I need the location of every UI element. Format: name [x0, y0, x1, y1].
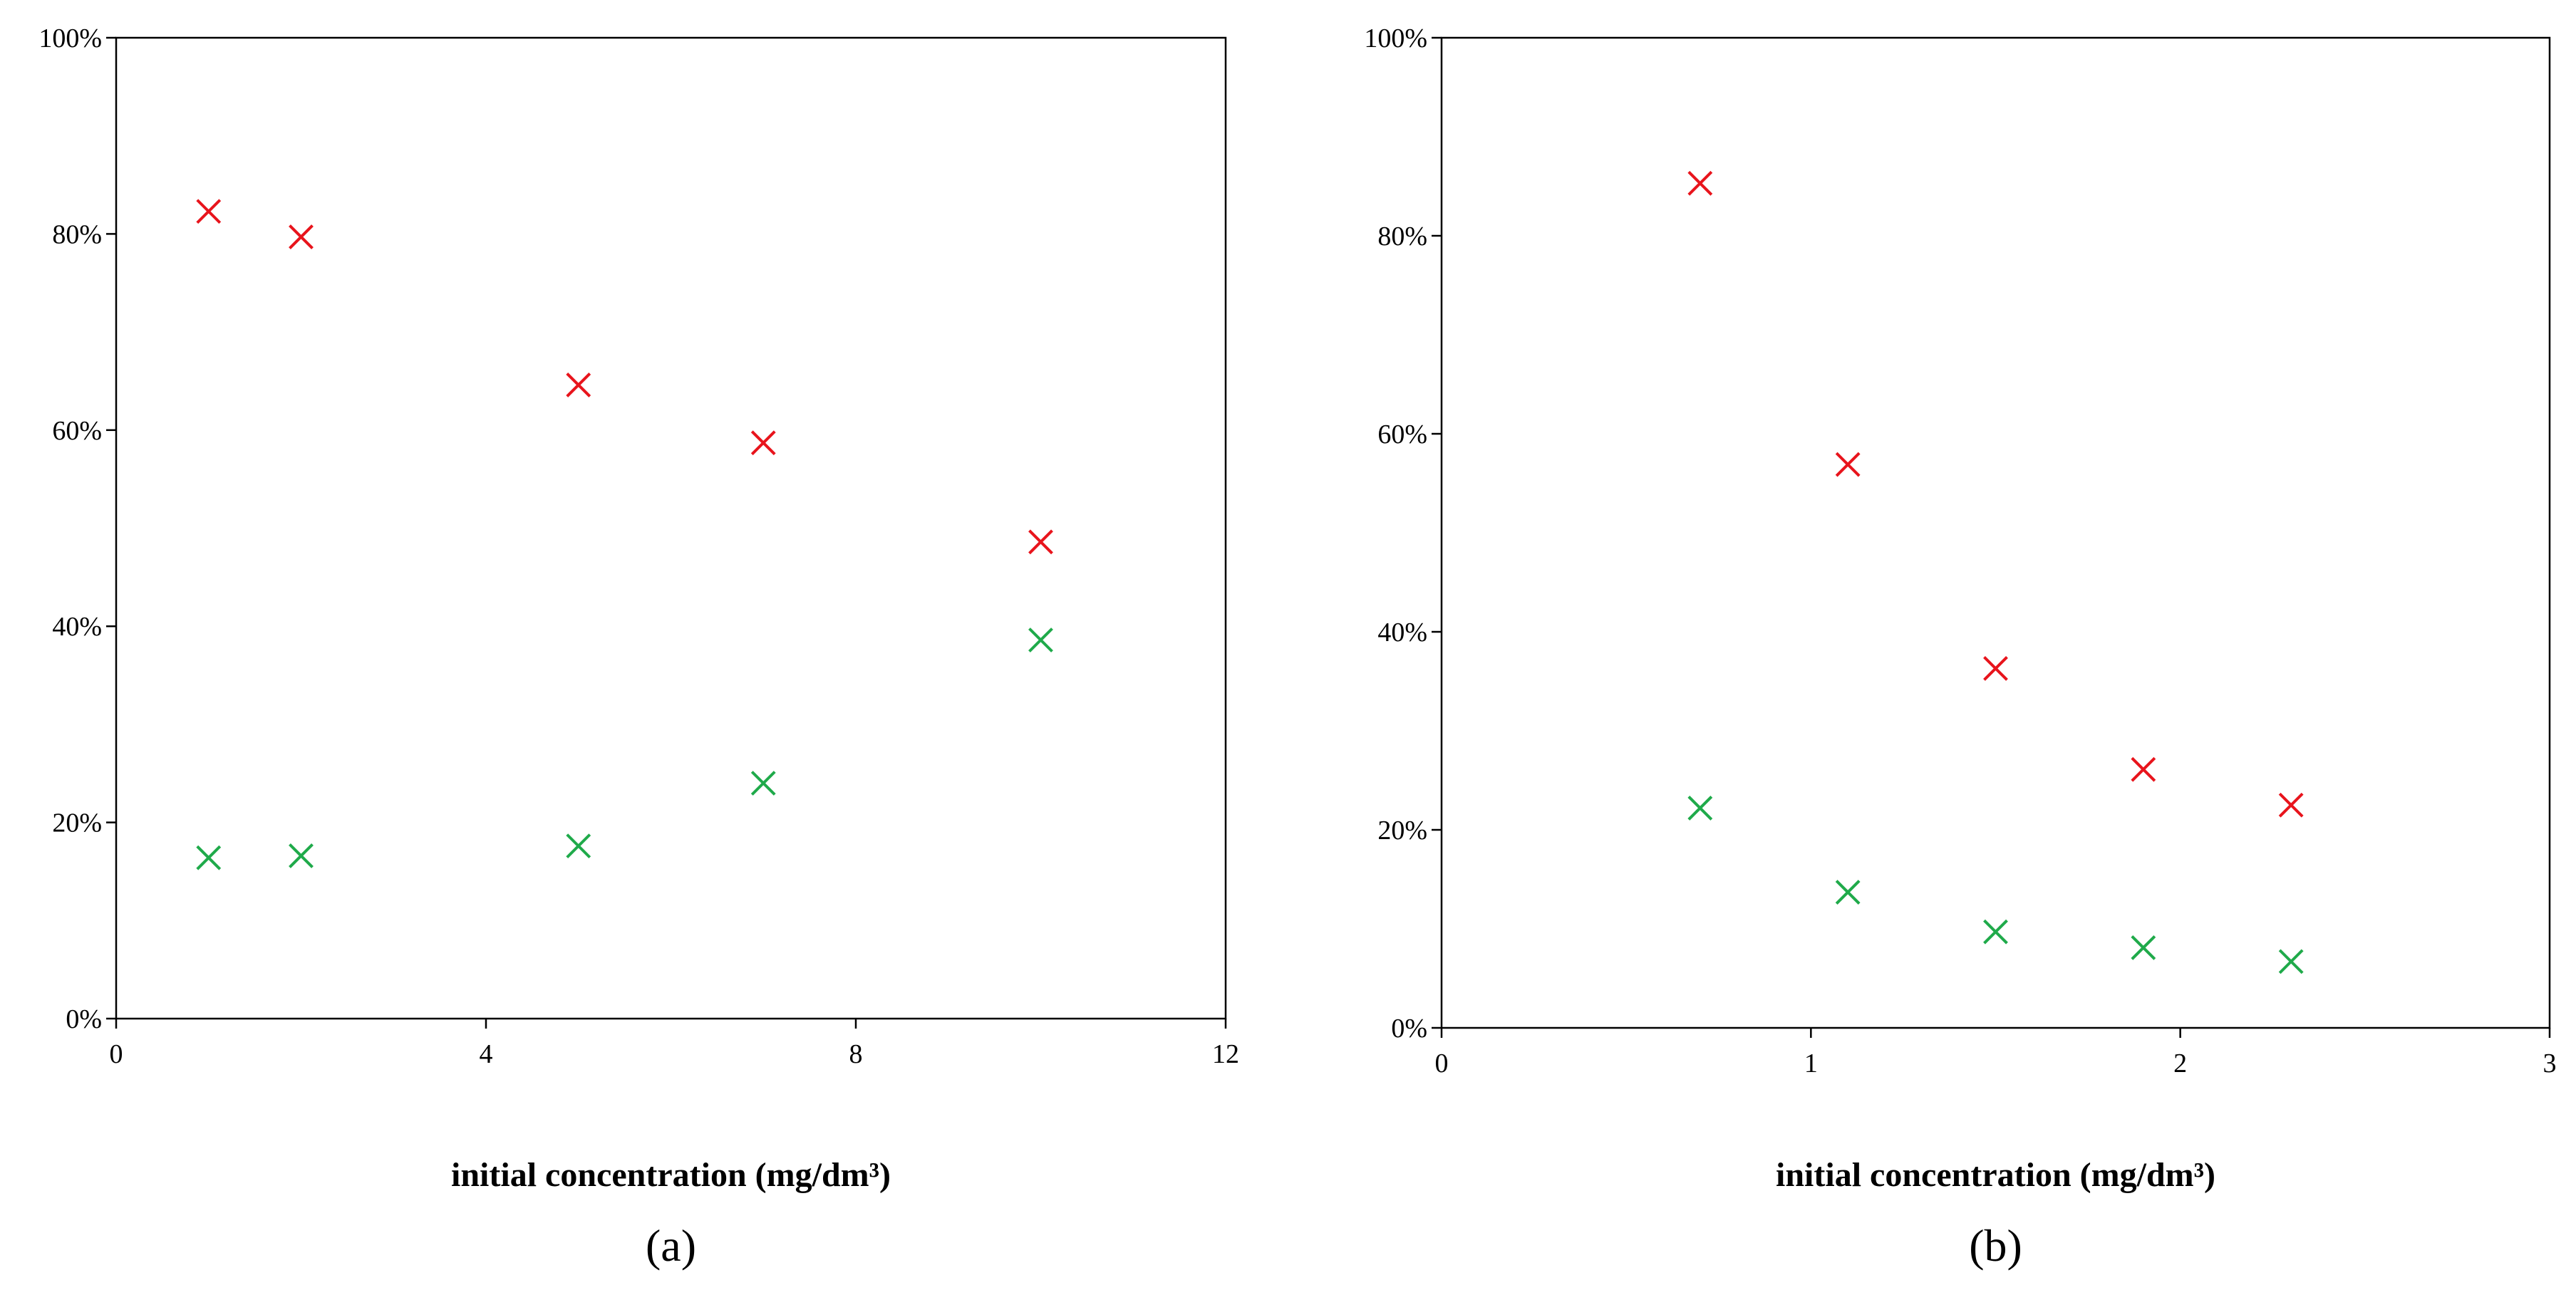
data-point-marker — [1028, 529, 1053, 555]
data-point-marker — [750, 430, 776, 456]
series-1-points — [1687, 170, 2304, 818]
data-point-marker — [1687, 170, 1713, 196]
data-point-marker — [2278, 949, 2304, 974]
y-tick-label: 20% — [52, 808, 102, 838]
data-point-marker — [566, 833, 591, 859]
series-2-points — [196, 628, 1053, 870]
x-tick-label: 4 — [480, 1039, 493, 1069]
x-tick-label: 3 — [2543, 1049, 2557, 1078]
y-tick-label: 100% — [38, 24, 102, 53]
data-point-marker — [2131, 935, 2156, 960]
panel-label: (b) — [1969, 1220, 2022, 1271]
y-tick-label: 60% — [1377, 420, 1427, 449]
x-tick-label: 2 — [2173, 1049, 2187, 1078]
x-axis-title: initial concentration (mg/dm³) — [451, 1156, 891, 1194]
series-2-points — [1687, 796, 2304, 974]
series-1-points — [196, 199, 1053, 555]
data-point-marker — [289, 224, 314, 249]
plot-area-frame — [1440, 36, 2551, 1029]
x-tick-label: 8 — [849, 1039, 863, 1069]
y-tick-label: 100% — [1364, 24, 1427, 53]
data-point-marker — [1028, 628, 1053, 652]
y-tick-label: 80% — [52, 219, 102, 249]
x-tick-label: 0 — [1435, 1049, 1449, 1078]
data-point-marker — [566, 373, 591, 397]
x-tick-label: 12 — [1212, 1039, 1239, 1069]
data-point-marker — [1983, 656, 2008, 681]
y-tick-label: 80% — [1377, 222, 1427, 251]
data-point-marker — [1983, 919, 2008, 945]
y-tick-label: 0% — [66, 1004, 102, 1034]
panel-label: (a) — [646, 1220, 696, 1271]
data-point-marker — [1835, 452, 1861, 477]
x-axis-title: initial concentration (mg/dm³) — [1776, 1156, 2215, 1194]
panel-b: 0% 20% 40% 60% 80% 100% 0 1 2 3 initial concentrat… — [1364, 24, 2556, 1271]
x-tick-label: 0 — [110, 1039, 123, 1069]
y-tick-label: 40% — [52, 612, 102, 642]
y-tick-label: 60% — [52, 416, 102, 446]
data-point-marker — [196, 199, 222, 224]
data-point-marker — [1835, 880, 1861, 905]
panel-a: 0% 20% 40% 60% 80% 100% 0 4 8 12 initial concentra… — [38, 24, 1239, 1271]
data-point-marker — [2278, 792, 2304, 818]
data-point-marker — [1687, 796, 1713, 821]
plot-area-frame — [115, 36, 1227, 1020]
y-tick-label: 0% — [1391, 1014, 1427, 1044]
y-tick-label: 20% — [1377, 816, 1427, 846]
y-tick-label: 40% — [1377, 618, 1427, 647]
data-point-marker — [750, 771, 776, 796]
data-point-marker — [289, 843, 314, 868]
data-point-marker — [2131, 756, 2156, 782]
x-tick-label: 1 — [1804, 1049, 1818, 1078]
data-point-marker — [196, 845, 222, 870]
